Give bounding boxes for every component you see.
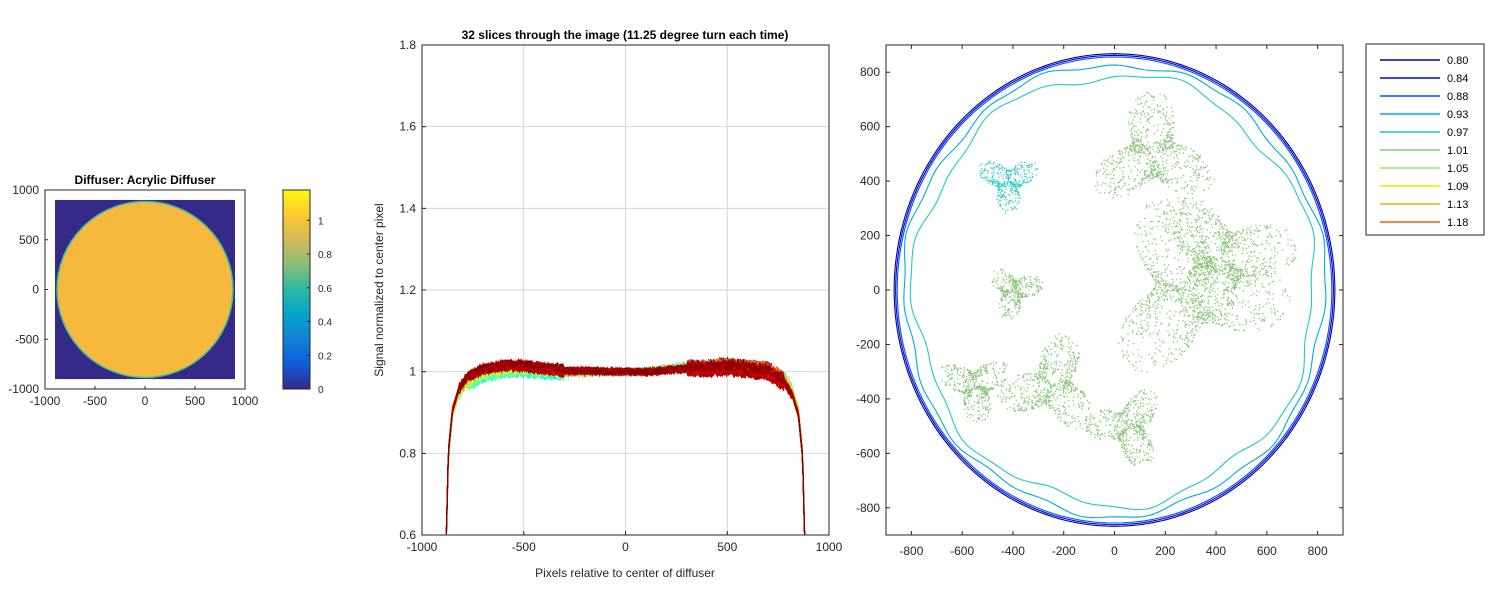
colorbar — [282, 189, 311, 390]
slices-y-tick-label: 1.2 — [399, 283, 416, 297]
contour-ring-0.84 — [895, 54, 1334, 526]
slices-y-tick-label: 1.4 — [399, 201, 416, 215]
slices-x-tick-label: 1000 — [816, 540, 843, 554]
contour-x-tick-label: 600 — [1257, 544, 1277, 558]
legend-label-1.18: 1.18 — [1447, 217, 1468, 229]
slice-series-32 — [445, 358, 806, 536]
contour-blob-2 — [1165, 197, 1297, 327]
contour-y-tick-label: 200 — [860, 229, 880, 243]
contour-y-tick-label: -600 — [856, 446, 880, 460]
contour-blob-1 — [979, 160, 1039, 214]
contour-ring-0.88 — [896, 56, 1333, 524]
legend-label-0.80: 0.80 — [1447, 55, 1468, 67]
contour-x-tick-label: -400 — [1001, 544, 1025, 558]
colorbar-tick-label: 0 — [318, 385, 324, 396]
diffuser-x-tick-label: 0 — [142, 394, 149, 408]
contour-y-tick-label: 800 — [860, 65, 880, 79]
contour-x-tick-label: -800 — [899, 544, 923, 558]
diffuser-y-tick-label: 0 — [32, 283, 39, 297]
contour-x-tick-label: 800 — [1308, 544, 1328, 558]
legend-label-1.09: 1.09 — [1447, 181, 1468, 193]
slices-y-tick-label: 0.6 — [399, 528, 416, 542]
contour-axes-bg — [886, 45, 1343, 535]
slices-y-tick-label: 1.8 — [399, 38, 416, 52]
diffuser-x-tick-label: 500 — [185, 394, 205, 408]
slices-panel: 32 slices through the image (11.25 degre… — [372, 28, 843, 580]
slices-x-ticks: -1000 -500 0 500 1000 — [407, 531, 843, 554]
slices-y-ticks: 0.6 0.8 1 1.2 1.4 1.6 1.8 — [399, 38, 426, 542]
legend-label-0.93: 0.93 — [1447, 109, 1468, 121]
slices-x-tick-label: 500 — [717, 540, 737, 554]
slices-x-tick-label: -1000 — [407, 540, 438, 554]
contour-x-tick-label: -200 — [1052, 544, 1076, 558]
contour-panel: -800 -600 -400 -200 0 200 400 600 800 800 600 400 2… — [856, 43, 1485, 558]
contour-x-tick-label: 0 — [1111, 544, 1118, 558]
slices-x-tick-label: 0 — [622, 540, 629, 554]
colorbar-tick-label: 0.2 — [318, 351, 332, 362]
contour-y-tick-label: 600 — [860, 120, 880, 134]
contour-y-tick-label: 400 — [860, 174, 880, 188]
slices-y-tick-label: 1 — [409, 365, 416, 379]
contour-blob-5 — [997, 333, 1095, 430]
contour-ring-0.93 — [903, 64, 1327, 519]
legend-label-1.05: 1.05 — [1447, 163, 1468, 175]
diffuser-y-tick-label: -1000 — [8, 382, 39, 396]
diffuser-x-tick-label: -500 — [83, 394, 107, 408]
diffuser-x-ticks: -1000 -500 0 500 1000 — [30, 386, 259, 408]
slices-x-tick-label: -500 — [512, 540, 536, 554]
slices-y-tick-label: 1.6 — [399, 120, 416, 134]
contour-blob-4 — [1094, 91, 1215, 199]
diffuser-disc — [56, 200, 234, 379]
contour-legend — [1365, 43, 1485, 236]
contour-x-tick-label: -600 — [950, 544, 974, 558]
contour-x-ticks: -800 -600 -400 -200 0 200 400 600 800 — [899, 45, 1328, 558]
contour-y-tick-label: 0 — [873, 283, 880, 297]
colorbar-tick-label: 1 — [318, 216, 324, 227]
contour-blob-6 — [1084, 389, 1158, 466]
contour-rings — [893, 53, 1336, 527]
colorbar-ticks: 0 0.2 0.4 0.6 0.8 1 — [307, 216, 332, 396]
contour-y-tick-label: -800 — [856, 501, 880, 515]
contour-x-tick-label: 400 — [1206, 544, 1226, 558]
diffuser-title: Diffuser: Acrylic Diffuser — [75, 173, 216, 187]
contour-y-tick-label: -200 — [856, 337, 880, 351]
colorbar-tick-label: 0.8 — [318, 250, 332, 261]
contour-blobs — [941, 91, 1297, 466]
contour-blob-8 — [991, 268, 1044, 320]
contour-y-ticks: 800 600 400 200 0 -200 -400 -600 -800 — [856, 65, 1343, 515]
diffuser-x-tick-label: -1000 — [30, 394, 61, 408]
legend-label-1.01: 1.01 — [1447, 145, 1468, 157]
slices-title: 32 slices through the image (11.25 degre… — [462, 28, 789, 42]
colorbar-tick-label: 0.4 — [318, 318, 332, 329]
diffuser-y-tick-label: 1000 — [12, 183, 39, 197]
legend-label-0.88: 0.88 — [1447, 91, 1468, 103]
legend-label-1.13: 1.13 — [1447, 199, 1468, 211]
contour-legend-items: 0.80 0.84 0.88 0.93 0.97 1.01 1.05 1.09 1.13 1.18 — [1380, 55, 1468, 229]
colorbar-tick-label: 0.6 — [318, 284, 332, 295]
slices-y-tick-label: 0.8 — [399, 446, 416, 460]
diffuser-y-tick-label: -500 — [15, 332, 39, 346]
diffuser-panel: Diffuser: Acrylic Diffuser -1000 -500 0 500… — [8, 173, 332, 408]
diffuser-y-ticks: 1000 500 0 -500 -1000 — [8, 183, 48, 396]
legend-label-0.84: 0.84 — [1447, 73, 1468, 85]
slices-series — [445, 356, 806, 536]
contour-blob-7 — [941, 361, 1008, 423]
contour-ring-0.97 — [909, 75, 1316, 511]
contour-x-tick-label: 200 — [1155, 544, 1175, 558]
diffuser-y-tick-label: 500 — [19, 233, 39, 247]
slices-y-label: Signal normalized to center pixel — [372, 203, 386, 376]
slices-x-label: Pixels relative to center of diffuser — [535, 566, 715, 580]
contour-y-tick-label: -400 — [856, 392, 880, 406]
contour-ring-0.80 — [893, 53, 1336, 527]
diffuser-x-tick-label: 1000 — [232, 394, 259, 408]
legend-label-0.97: 0.97 — [1447, 127, 1468, 139]
